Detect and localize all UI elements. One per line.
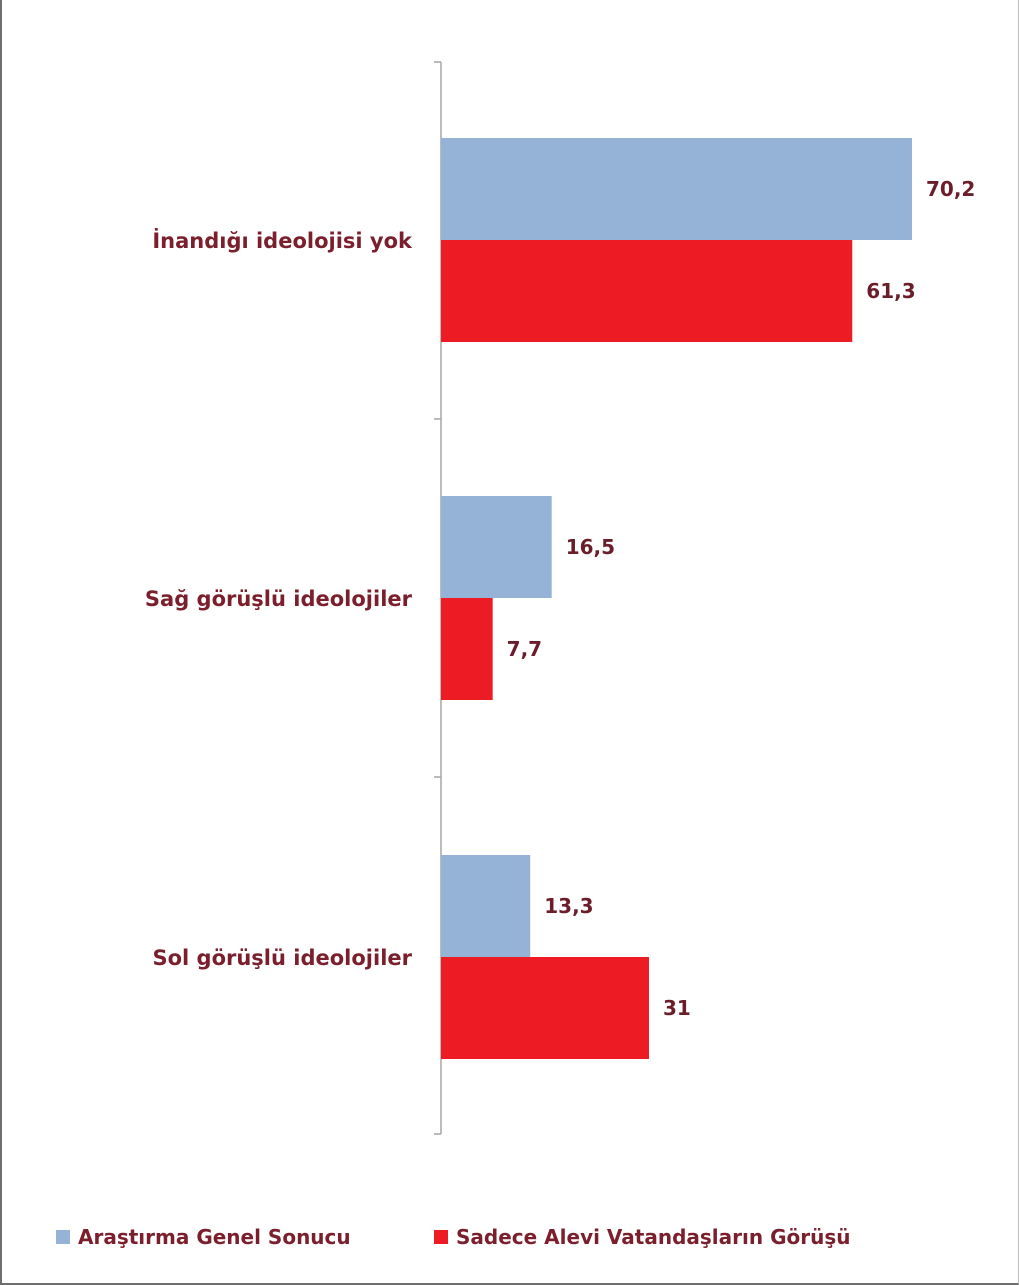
legend-swatch	[56, 1230, 70, 1244]
bar-genel-3	[441, 855, 531, 957]
data-label: 7,7	[507, 637, 542, 661]
bar-genel-2	[441, 496, 552, 598]
bar-genel-1	[441, 138, 912, 240]
axis-layer	[434, 61, 442, 1135]
legend-entry: Sadece Alevi Vatandaşların Görüşü	[456, 1225, 850, 1249]
bar-alevi-2	[441, 598, 493, 700]
category-label: İnandığı ideolojisi yok	[152, 228, 413, 253]
legend: Araştırma Genel Sonucu Sadece Alevi Vatan…	[56, 1225, 850, 1249]
bars-layer	[441, 138, 912, 1059]
data-label: 16,5	[566, 535, 615, 559]
data-label: 13,3	[544, 894, 593, 918]
data-label: 31	[663, 996, 691, 1020]
labels-layer: 70,2 61,3 İnandığı ideolojisi yok 16,5 7,7 Sa…	[145, 177, 975, 1020]
data-label: 70,2	[926, 177, 975, 201]
bar-alevi-3	[441, 957, 649, 1059]
data-label: 61,3	[866, 279, 915, 303]
category-label: Sol görüşlü ideolojiler	[152, 946, 412, 970]
legend-swatch	[434, 1230, 448, 1244]
category-label: Sağ görüşlü ideolojiler	[145, 587, 413, 611]
legend-entry: Araştırma Genel Sonucu	[78, 1225, 351, 1249]
bar-alevi-1	[441, 240, 853, 342]
